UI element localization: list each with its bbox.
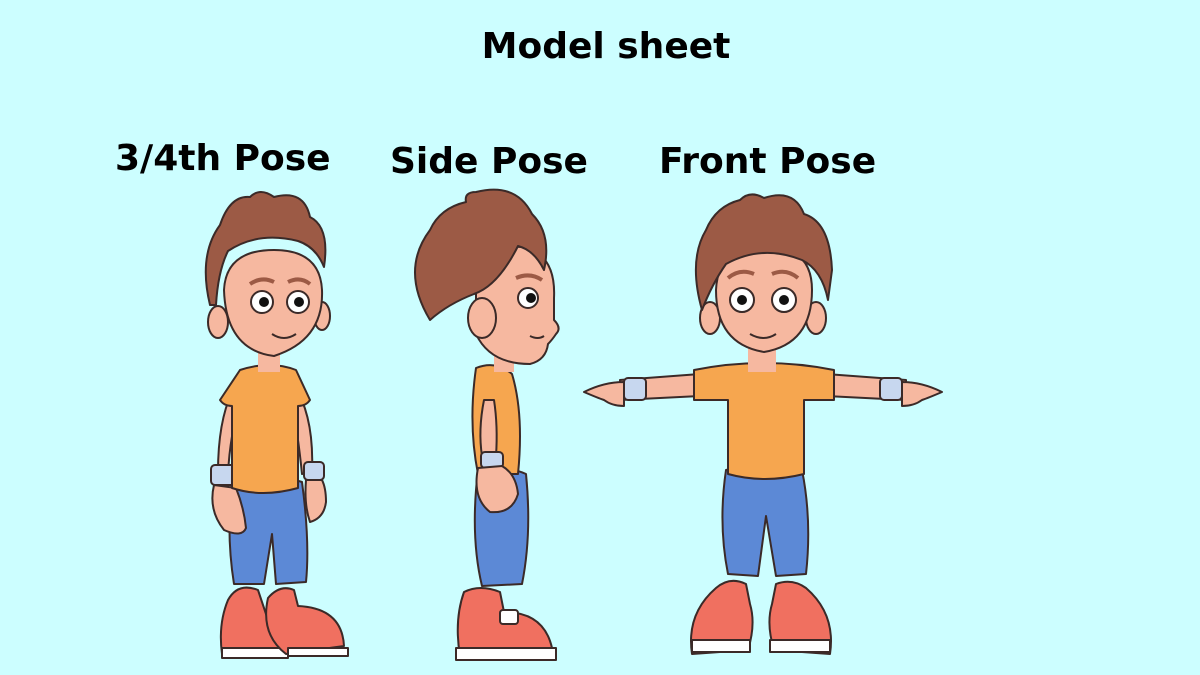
- wristband: [879, 377, 903, 401]
- pose-label-three-quarter: 3/4th Pose: [115, 138, 331, 179]
- shoes: [455, 587, 557, 661]
- ear: [207, 305, 229, 339]
- hair: [204, 191, 327, 306]
- mouth: [271, 333, 297, 339]
- shoes: [219, 586, 349, 659]
- arm: [479, 399, 498, 457]
- ear: [467, 297, 497, 339]
- mouth: [529, 335, 545, 339]
- shirt: [219, 364, 311, 494]
- hand: [475, 465, 519, 514]
- wristband: [623, 377, 647, 401]
- pose-label-side: Side Pose: [390, 141, 588, 182]
- hair: [414, 188, 548, 321]
- hand: [583, 381, 625, 407]
- hair: [694, 193, 833, 311]
- hand: [901, 381, 943, 407]
- pose-label-front: Front Pose: [659, 141, 877, 182]
- hand: [304, 479, 327, 523]
- character-side-pose: [414, 188, 560, 661]
- character-front-pose: [583, 193, 943, 655]
- character-three-quarter-pose: [204, 191, 349, 659]
- shirt: [693, 362, 835, 480]
- pants: [721, 464, 810, 577]
- mouth: [749, 333, 777, 339]
- hand: [211, 484, 247, 535]
- shoes: [690, 579, 832, 655]
- wristband: [303, 461, 325, 481]
- page-title: Model sheet: [481, 26, 731, 67]
